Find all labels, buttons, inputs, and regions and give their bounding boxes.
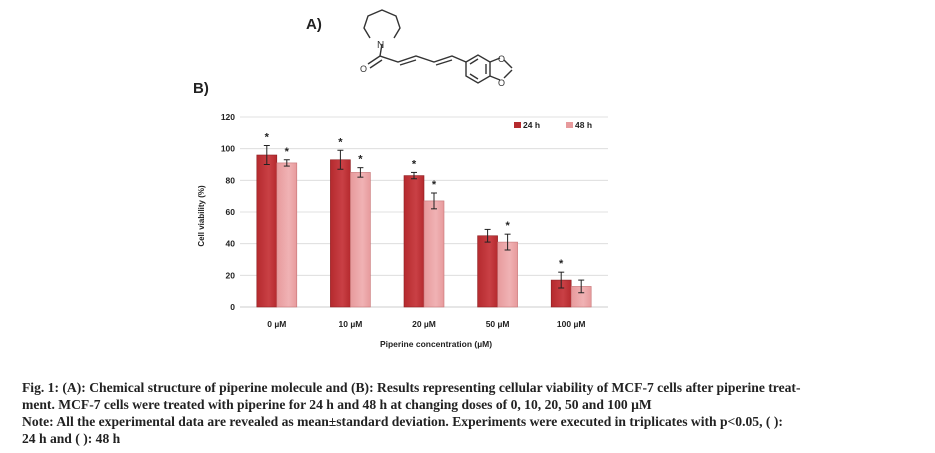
dioxole-oxygen-label: O	[498, 78, 505, 88]
y-tick-label: 20	[226, 270, 236, 280]
bars: * * * * * * * *	[256, 132, 592, 308]
x-tick-label: 10 µM	[339, 319, 363, 329]
caption-line: Note: All the experimental data are reve…	[22, 414, 783, 429]
y-tick-label: 60	[226, 207, 236, 217]
carbonyl-oxygen-label: O	[360, 64, 367, 74]
dioxole-oxygen-label: O	[498, 54, 505, 64]
significance-asterisk: *	[412, 158, 417, 170]
significance-asterisk: *	[559, 258, 564, 270]
bar-24h	[477, 235, 498, 308]
significance-asterisk: *	[285, 146, 290, 158]
panel-b-label: B)	[193, 80, 209, 97]
bar-24h	[403, 175, 425, 308]
significance-asterisk: *	[265, 132, 270, 144]
caption-line: 24 h and ( ): 48 h	[22, 431, 121, 446]
bar-24h	[330, 159, 351, 308]
piperine-structure: N O O O	[360, 9, 513, 88]
y-axis-label: Cell viability (%)	[197, 185, 206, 247]
legend-swatch	[566, 122, 573, 128]
x-tick-label: 0 µM	[267, 319, 286, 329]
legend-swatch	[514, 122, 521, 128]
caption-line: ment. MCF-7 cells were treated with pipe…	[22, 397, 652, 412]
x-tick-label: 100 µM	[557, 319, 586, 329]
caption-line: Fig. 1: (A): Chemical structure of piper…	[22, 380, 801, 395]
significance-asterisk: *	[505, 220, 510, 232]
y-tick-label: 120	[221, 112, 235, 122]
legend-label: 48 h	[575, 120, 592, 130]
significance-asterisk: *	[432, 179, 437, 191]
bar-24h	[256, 154, 278, 308]
cell-viability-chart: * * * * * * * * 0 20 40 60 80 100 120 0 µM 10 µM 20 µM 50…	[197, 112, 608, 349]
bar-48h	[497, 241, 518, 308]
legend-label: 24 h	[523, 120, 540, 130]
x-axis-label: Piperine concentration (µM)	[380, 339, 492, 349]
figure-caption: Fig. 1: (A): Chemical structure of piper…	[22, 379, 922, 447]
panel-a-label: A)	[306, 16, 322, 33]
significance-asterisk: *	[358, 154, 363, 166]
bar-48h	[350, 172, 371, 308]
x-tick-label: 50 µM	[486, 319, 510, 329]
y-tick-label: 100	[221, 144, 235, 154]
significance-asterisk: *	[338, 136, 343, 148]
x-tick-label: 20 µM	[412, 319, 436, 329]
nitrogen-label: N	[377, 40, 384, 51]
y-tick-label: 40	[226, 239, 236, 249]
axis-ticks: 0 20 40 60 80 100 120 0 µM 10 µM 20 µM 50 µM 100 µM	[221, 112, 586, 329]
bar-48h	[423, 200, 445, 308]
bar-48h	[276, 162, 298, 308]
y-tick-label: 0	[230, 302, 235, 312]
y-tick-label: 80	[226, 175, 236, 185]
legend: 24 h 48 h	[514, 120, 592, 130]
